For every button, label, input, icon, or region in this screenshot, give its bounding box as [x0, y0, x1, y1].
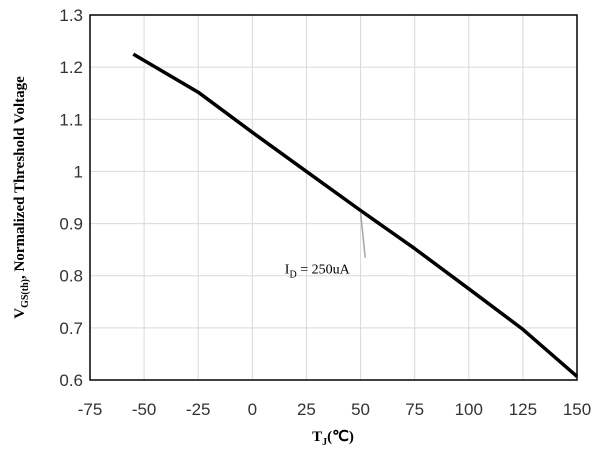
y-tick-labels: 0.6 0.7 0.8 0.9 1 1.1 1.2 1.3: [59, 6, 83, 390]
grid: [90, 15, 577, 380]
y-tick-label: 1.1: [59, 110, 83, 129]
y-tick-label: 0.6: [59, 371, 83, 390]
x-tick-label: 0: [248, 400, 257, 419]
x-tick-label: 150: [563, 400, 591, 419]
x-tick-label: 100: [455, 400, 483, 419]
x-tick-label: -50: [132, 400, 157, 419]
x-tick-label: 25: [297, 400, 316, 419]
series-line: [132, 52, 579, 378]
x-tick-label: 125: [509, 400, 537, 419]
y-tick-label: 1: [74, 162, 83, 181]
series-group: [132, 52, 579, 378]
x-tick-label: 75: [405, 400, 424, 419]
annotation-label: ID = 250uA: [285, 263, 351, 281]
y-tick-label: 1.3: [59, 6, 83, 25]
x-tick-label: -25: [186, 400, 211, 419]
annotations: ID = 250uA: [285, 212, 367, 281]
x-tick-label: -75: [78, 400, 103, 419]
plot-frame: [89, 14, 578, 381]
x-axis-label: TJ(℃): [312, 429, 354, 448]
x-tick-label: 50: [351, 400, 370, 419]
y-axis-label: VGS(th), Normalized Threshold Voltage: [12, 76, 31, 319]
y-tick-label: 0.9: [59, 215, 83, 234]
y-tick-label: 0.7: [59, 319, 83, 338]
y-tick-label: 1.2: [59, 58, 83, 77]
annotation-leader: [359, 212, 367, 258]
y-tick-label: 0.8: [59, 267, 83, 286]
x-tick-labels: -75 -50 -25 0 25 50 75 100 125 150: [78, 400, 591, 419]
